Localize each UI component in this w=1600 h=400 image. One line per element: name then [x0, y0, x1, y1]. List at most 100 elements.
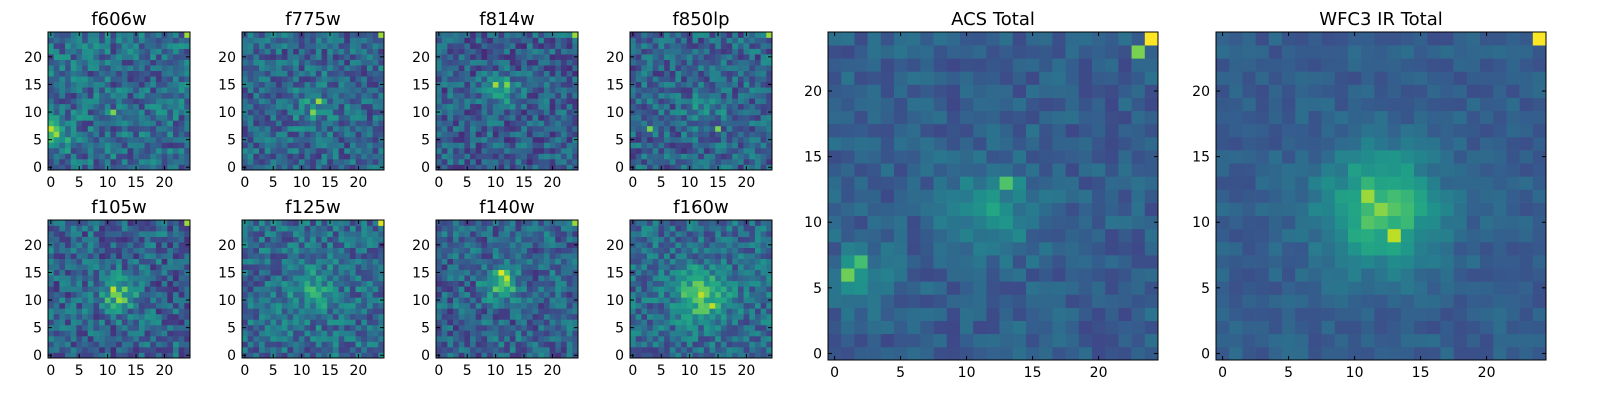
heatmap-cell	[441, 120, 448, 127]
heatmap-cell	[470, 136, 477, 143]
heatmap-cell	[664, 286, 671, 293]
heatmap-cell	[76, 286, 83, 293]
heatmap-cell	[344, 43, 351, 49]
heatmap-cell	[366, 225, 373, 232]
heatmap-cell	[247, 65, 254, 71]
heatmap-cell	[76, 92, 83, 99]
heatmap-cell	[121, 54, 128, 60]
heatmap-cell	[93, 247, 100, 254]
heatmap-cell	[287, 103, 294, 110]
heatmap-cell	[630, 335, 637, 342]
heatmap-cell	[310, 280, 317, 287]
heatmap-cell	[686, 308, 693, 315]
heatmap-cell	[378, 275, 385, 282]
heatmap-cell	[509, 275, 516, 282]
heatmap-cell	[538, 81, 545, 88]
heatmap-cell	[481, 153, 488, 160]
heatmap-cell	[703, 98, 710, 105]
heatmap-cell	[549, 225, 556, 232]
heatmap-cell	[509, 291, 516, 298]
heatmap-cell	[327, 70, 334, 77]
heatmap-cell	[355, 158, 362, 165]
heatmap-cell	[532, 87, 539, 94]
heatmap-cell	[675, 98, 682, 105]
heatmap-cell	[99, 269, 106, 276]
heatmap-cell	[630, 76, 637, 83]
heatmap-cell	[116, 125, 123, 132]
heatmap-cell	[538, 153, 545, 160]
heatmap-cell	[475, 253, 482, 259]
heatmap-cell	[441, 158, 448, 165]
heatmap-cell	[327, 335, 334, 342]
heatmap-cell	[509, 54, 516, 60]
heatmap-cell	[760, 142, 767, 149]
heatmap-cell	[264, 341, 271, 348]
heatmap-cell	[703, 131, 710, 138]
heatmap-cell	[555, 76, 562, 83]
heatmap-cell	[566, 76, 573, 83]
heatmap-cell	[310, 275, 317, 282]
heatmap-cell	[110, 264, 117, 271]
heatmap-cell	[470, 76, 477, 83]
heatmap-cell	[498, 125, 505, 132]
heatmap-cell	[447, 247, 454, 254]
heatmap-cell	[298, 109, 305, 116]
heatmap-cell	[509, 164, 516, 171]
heatmap-cell	[127, 70, 134, 77]
heatmap-cell	[321, 32, 328, 38]
heatmap-cell	[121, 313, 128, 320]
heatmap-cell	[698, 65, 705, 71]
heatmap-cell	[161, 103, 168, 110]
heatmap-cell	[110, 313, 117, 320]
heatmap-cell	[161, 280, 168, 287]
heatmap-cell	[161, 297, 168, 304]
heatmap-cell	[276, 147, 283, 154]
heatmap-cell	[65, 114, 72, 121]
heatmap-cell	[104, 297, 111, 304]
heatmap-cell	[315, 220, 322, 226]
heatmap-cell	[441, 48, 448, 55]
heatmap-cell	[82, 103, 89, 110]
heatmap-cell	[447, 324, 454, 331]
x-tick-label: 15	[515, 363, 533, 379]
heatmap-cell	[743, 291, 750, 298]
axes-frame	[629, 31, 773, 171]
heatmap-cell	[703, 59, 710, 66]
heatmap-cell	[760, 131, 767, 138]
heatmap-cell	[87, 87, 94, 94]
heatmap-cell	[526, 286, 533, 293]
heatmap-cell	[715, 125, 722, 132]
heatmap-cell	[732, 286, 739, 293]
heatmap-cell	[549, 291, 556, 298]
heatmap-cell	[481, 302, 488, 309]
heatmap-cell	[698, 81, 705, 88]
heatmap-cell	[709, 313, 716, 320]
heatmap-cell	[361, 48, 368, 55]
heatmap-cell	[167, 220, 174, 226]
heatmap-cell	[698, 59, 705, 66]
heatmap-cell	[509, 131, 516, 138]
heatmap-cell	[155, 164, 162, 171]
heatmap-cell	[253, 291, 260, 298]
heatmap-cell	[315, 87, 322, 94]
heatmap-cell	[635, 81, 642, 88]
heatmap-cell	[144, 264, 151, 271]
heatmap-cell	[104, 341, 111, 348]
heatmap-cell	[766, 98, 773, 105]
heatmap-cell	[481, 275, 488, 282]
heatmap-cell	[698, 147, 705, 154]
heatmap-cell	[555, 131, 562, 138]
heatmap-cell	[150, 37, 157, 44]
heatmap-cell	[703, 125, 710, 132]
heatmap-cell	[647, 59, 654, 66]
heatmap-cell	[338, 280, 345, 287]
heatmap-cell	[487, 275, 494, 282]
heatmap-cell	[675, 153, 682, 160]
heatmap-cell	[87, 92, 94, 99]
heatmap-cell	[481, 92, 488, 99]
heatmap-cell	[82, 87, 89, 94]
heatmap-cell	[281, 37, 288, 44]
heatmap-cell	[349, 114, 356, 121]
heatmap-cell	[675, 59, 682, 66]
heatmap-cell	[492, 330, 499, 337]
